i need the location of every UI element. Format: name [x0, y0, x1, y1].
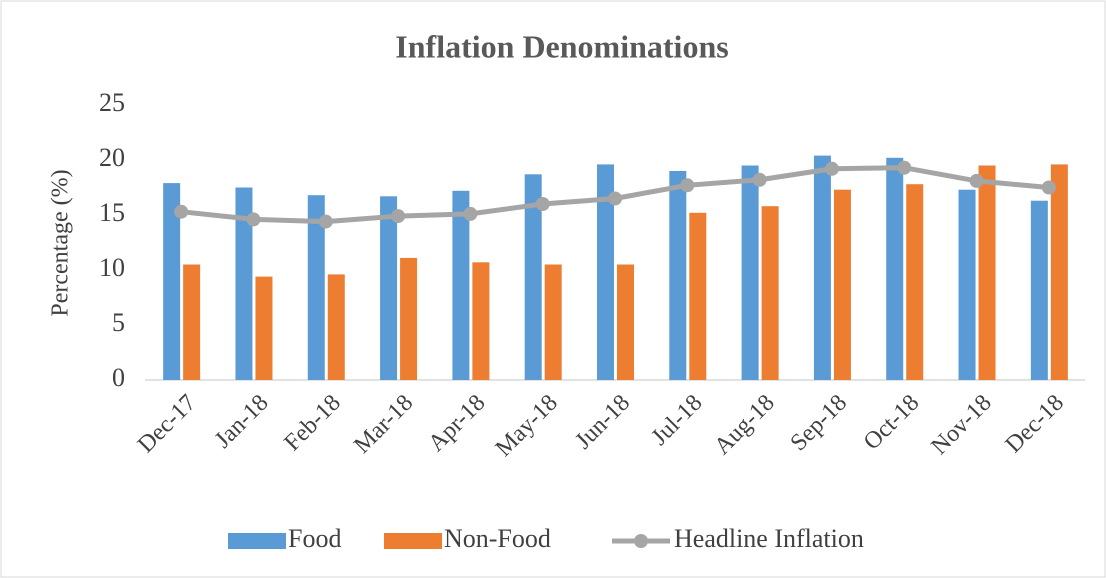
- y-tick-label: 0: [112, 363, 125, 392]
- point: [680, 178, 695, 193]
- point: [752, 172, 767, 187]
- bar: [1030, 200, 1048, 380]
- legend-swatch: [228, 533, 286, 549]
- bar: [524, 174, 542, 380]
- bar: [472, 262, 490, 380]
- bar: [906, 184, 924, 380]
- bar: [380, 196, 398, 380]
- bar: [183, 264, 201, 380]
- legend-label: Headline Inflation: [674, 524, 864, 553]
- bar: [813, 155, 831, 380]
- bar: [669, 171, 687, 380]
- legend-label: Non-Food: [444, 524, 551, 553]
- legend-marker: [634, 534, 648, 548]
- point: [246, 212, 261, 227]
- bar: [958, 189, 976, 380]
- chart-title: Inflation Denominations: [395, 28, 728, 64]
- bar: [741, 165, 759, 380]
- bar: [597, 164, 614, 380]
- legend-swatch: [384, 533, 442, 549]
- bar: [400, 257, 418, 380]
- legend-label: Food: [288, 524, 341, 553]
- bar: [761, 206, 779, 380]
- point: [463, 206, 478, 221]
- point: [824, 161, 839, 176]
- bar: [327, 274, 345, 380]
- point: [535, 197, 550, 211]
- y-tick-label: 20: [99, 143, 125, 172]
- point: [174, 204, 189, 219]
- y-tick-label: 15: [99, 198, 125, 227]
- point: [608, 191, 622, 206]
- bar: [163, 183, 181, 380]
- bar: [307, 195, 325, 380]
- bar: [689, 212, 707, 380]
- bar: [255, 276, 273, 380]
- y-tick-label: 5: [112, 308, 125, 337]
- bar: [978, 165, 996, 380]
- bar: [544, 264, 562, 380]
- bar: [833, 189, 851, 380]
- bar: [452, 190, 470, 380]
- point: [897, 160, 912, 175]
- point: [969, 173, 984, 188]
- bar: [617, 264, 634, 380]
- y-axis-label: Percentage (%): [48, 169, 74, 316]
- y-tick-label: 25: [99, 88, 125, 117]
- bar: [235, 187, 253, 380]
- bar: [886, 157, 904, 380]
- bar: [1050, 164, 1068, 380]
- point: [391, 209, 406, 224]
- point: [318, 214, 333, 229]
- point: [1041, 180, 1056, 195]
- y-tick-label: 10: [99, 253, 125, 282]
